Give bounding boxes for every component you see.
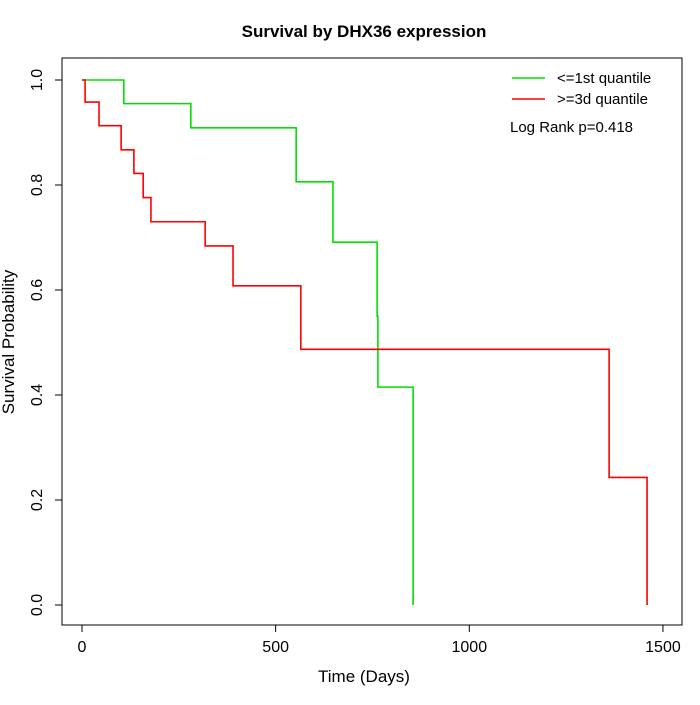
legend: <=1st quantile >=3d quantile <box>512 70 651 108</box>
legend-label: <=1st quantile <box>557 70 651 87</box>
x-tick-label: 1500 <box>645 639 681 656</box>
survival-curve-low <box>82 79 414 605</box>
y-tick-label: 0.6 <box>29 279 46 301</box>
chart-title: Survival by DHX36 expression <box>242 22 487 41</box>
log-rank-annotation: Log Rank p=0.418 <box>510 119 633 136</box>
y-tick-label: 1.0 <box>29 69 46 91</box>
x-tick-label: 500 <box>262 639 289 656</box>
x-tick-label: 1000 <box>452 639 488 656</box>
x-axis-label: Time (Days) <box>318 667 410 686</box>
legend-label: >=3d quantile <box>557 91 648 108</box>
survival-curve-high <box>82 79 648 605</box>
x-tick-label: 0 <box>78 639 87 656</box>
plot-frame <box>61 57 683 626</box>
y-tick-label: 0.0 <box>29 594 46 616</box>
y-tick-label: 0.4 <box>29 384 46 406</box>
y-tick-label: 0.8 <box>29 174 46 196</box>
y-axis-label: Survival Probability <box>0 269 18 414</box>
y-tick-label: 0.2 <box>29 489 46 511</box>
